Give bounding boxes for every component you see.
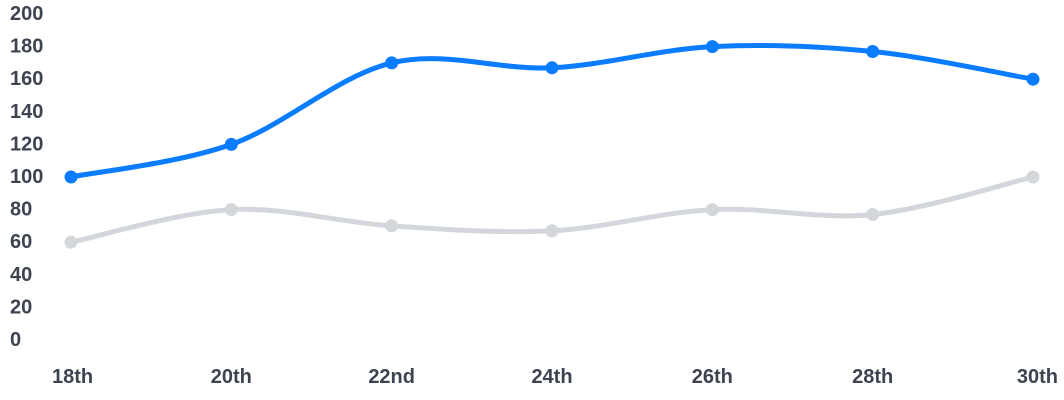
series-layer	[64, 40, 1040, 249]
y-tick-label: 40	[10, 264, 32, 286]
data-point[interactable]	[866, 207, 880, 221]
data-point[interactable]	[1026, 72, 1040, 86]
y-tick-label: 60	[10, 231, 32, 253]
x-axis: 18th 20th 22nd 24th 26th 28th 30th	[52, 366, 1058, 388]
y-tick-label: 180	[10, 36, 43, 58]
y-axis: 0 20 40 60 80 100 120 140 160 180 200	[10, 3, 43, 351]
y-tick-label: 160	[10, 68, 43, 90]
y-tick-label: 0	[10, 329, 21, 351]
x-tick-label: 20th	[211, 366, 252, 388]
x-tick-label: 18th	[52, 366, 93, 388]
data-point[interactable]	[64, 235, 78, 249]
x-tick-label: 24th	[531, 366, 572, 388]
data-point[interactable]	[1026, 170, 1040, 184]
y-tick-label: 20	[10, 296, 32, 318]
y-tick-label: 80	[10, 199, 32, 221]
data-point[interactable]	[545, 61, 559, 75]
series-2	[64, 170, 1040, 249]
data-point[interactable]	[64, 170, 78, 184]
data-point[interactable]	[385, 56, 399, 70]
series-1	[64, 40, 1040, 184]
x-tick-label: 22nd	[368, 366, 415, 388]
x-tick-label: 26th	[692, 366, 733, 388]
data-point[interactable]	[866, 44, 880, 58]
y-tick-label: 200	[10, 3, 43, 25]
data-point[interactable]	[224, 203, 238, 217]
data-point[interactable]	[224, 137, 238, 151]
y-tick-label: 140	[10, 101, 43, 123]
y-tick-label: 100	[10, 166, 43, 188]
data-point[interactable]	[385, 219, 399, 233]
y-tick-label: 120	[10, 133, 43, 155]
data-point[interactable]	[545, 224, 559, 238]
x-tick-label: 30th	[1017, 366, 1058, 388]
data-point[interactable]	[705, 203, 719, 217]
x-tick-label: 28th	[852, 366, 893, 388]
data-point[interactable]	[705, 40, 719, 54]
